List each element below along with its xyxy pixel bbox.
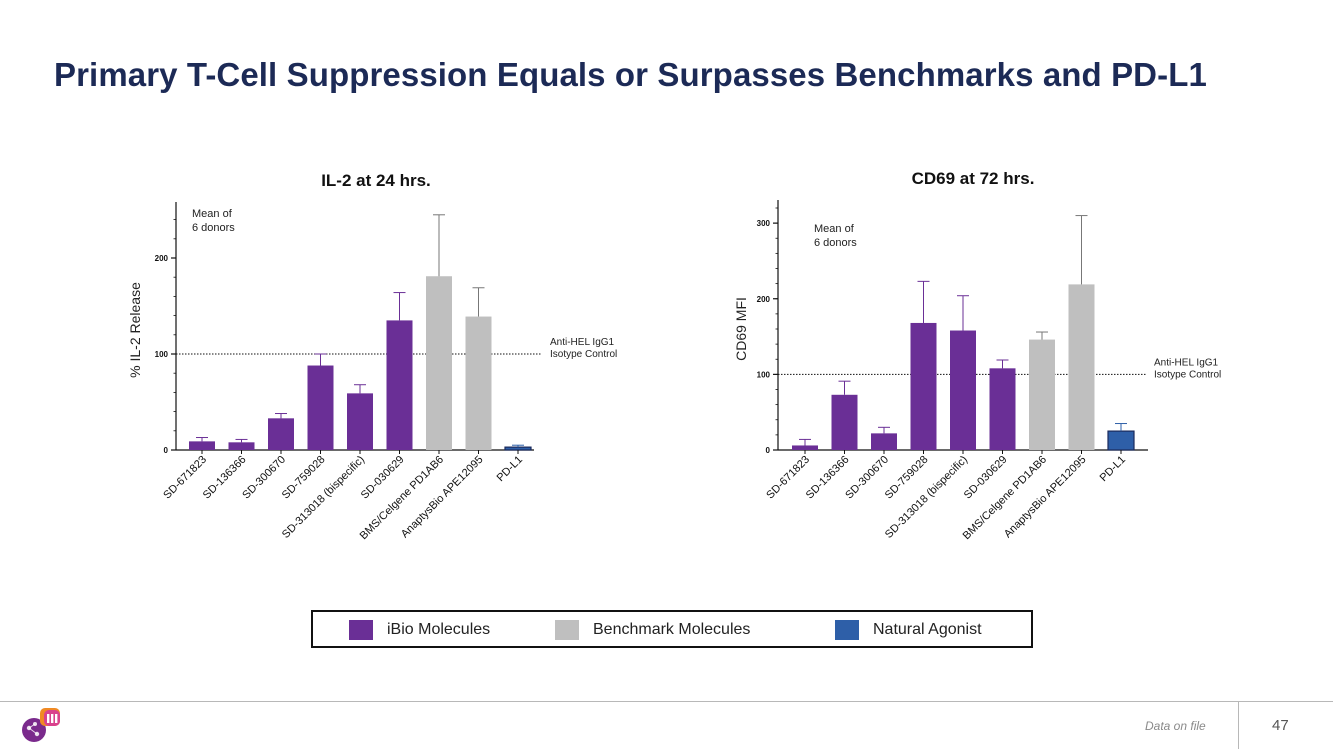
reference-label-line1: Anti-HEL IgG1 [550, 337, 615, 348]
legend-label-ibio: iBio Molecules [387, 621, 491, 638]
cd69-chart: CD69 at 72 hrs. CD69 MFI 0 100 200 300 Anti-HE… [733, 169, 1221, 542]
bar-sd-313018-bispecific- [950, 330, 976, 450]
chart-note-line2: 6 donors [192, 222, 235, 234]
reference-label-line2: Isotype Control [1154, 369, 1221, 380]
bar-sd-136366 [831, 394, 858, 450]
y-tick-label: 100 [757, 370, 771, 379]
x-tick-label: PD-L1 [495, 454, 526, 485]
footer-divider-line [0, 701, 1333, 702]
x-tick-label: PD-L1 [1098, 454, 1129, 485]
chart-note-line1: Mean of [192, 208, 233, 220]
x-tick-label: SD-313018 (bispecific) [883, 454, 970, 541]
legend-swatch-natural [835, 620, 859, 640]
chart-legend: iBio Molecules Benchmark Molecules Natur… [311, 610, 1033, 648]
bar-sd-313018-bispecific- [347, 393, 373, 450]
x-tick-label: AnaptysBio APE12095 [399, 454, 486, 541]
footer-note: Data on file [1145, 719, 1206, 733]
bar-sd-030629 [386, 320, 413, 450]
legend-label-benchmark: Benchmark Molecules [593, 621, 751, 638]
page-number: 47 [1272, 717, 1289, 734]
legend-item-benchmark: Benchmark Molecules [555, 620, 750, 640]
bar-sd-300670 [268, 418, 294, 450]
chart-note-line2: 6 donors [814, 237, 857, 249]
bar-sd-671823 [189, 441, 215, 450]
footer-page-divider [1238, 701, 1239, 749]
il2-chart: IL-2 at 24 hrs. % IL-2 Release 0 100 200 Anti… [127, 171, 617, 542]
y-axis-label: CD69 MFI [733, 297, 749, 361]
bar-sd-671823 [792, 445, 818, 450]
bar-bms-celgene-pd1ab6 [1029, 339, 1055, 450]
bar-sd-136366 [228, 442, 255, 450]
y-axis-label: % IL-2 Release [127, 282, 143, 378]
bar-sd-759028 [307, 365, 334, 450]
bar-anaptysbio-ape12095 [465, 316, 492, 450]
bar-bms-celgene-pd1ab6 [426, 276, 452, 450]
bar-pd-l1 [504, 446, 532, 451]
slide-title: Primary T-Cell Suppression Equals or Sur… [54, 56, 1207, 93]
bar-anaptysbio-ape12095 [1068, 284, 1095, 450]
legend-label-natural: Natural Agonist [873, 621, 982, 638]
legend-item-ibio: iBio Molecules [349, 620, 490, 640]
x-tick-label: AnaptysBio APE12095 [1002, 454, 1089, 541]
y-tick-label: 200 [757, 295, 771, 304]
bar-sd-300670 [871, 433, 897, 450]
bar-sd-030629 [989, 368, 1016, 450]
legend-swatch-benchmark [555, 620, 579, 640]
legend-item-natural: Natural Agonist [835, 620, 982, 640]
legend-swatch-ibio [349, 620, 373, 640]
chart-title: IL-2 at 24 hrs. [321, 171, 431, 190]
reference-label-line1: Anti-HEL IgG1 [1154, 357, 1219, 368]
y-tick-label: 300 [757, 219, 771, 228]
y-tick-label: 100 [155, 350, 169, 359]
x-tick-label: SD-313018 (bispecific) [280, 454, 367, 541]
bar-pd-l1 [1107, 430, 1135, 451]
bar-sd-759028 [910, 322, 937, 450]
chart-title: CD69 at 72 hrs. [912, 169, 1035, 188]
y-tick-label: 200 [155, 254, 169, 263]
y-tick-label: 0 [766, 446, 771, 455]
y-tick-label: 0 [164, 446, 169, 455]
ibio-logo-icon [22, 708, 60, 742]
chart-note-line1: Mean of [814, 223, 855, 235]
reference-label-line2: Isotype Control [550, 349, 617, 360]
